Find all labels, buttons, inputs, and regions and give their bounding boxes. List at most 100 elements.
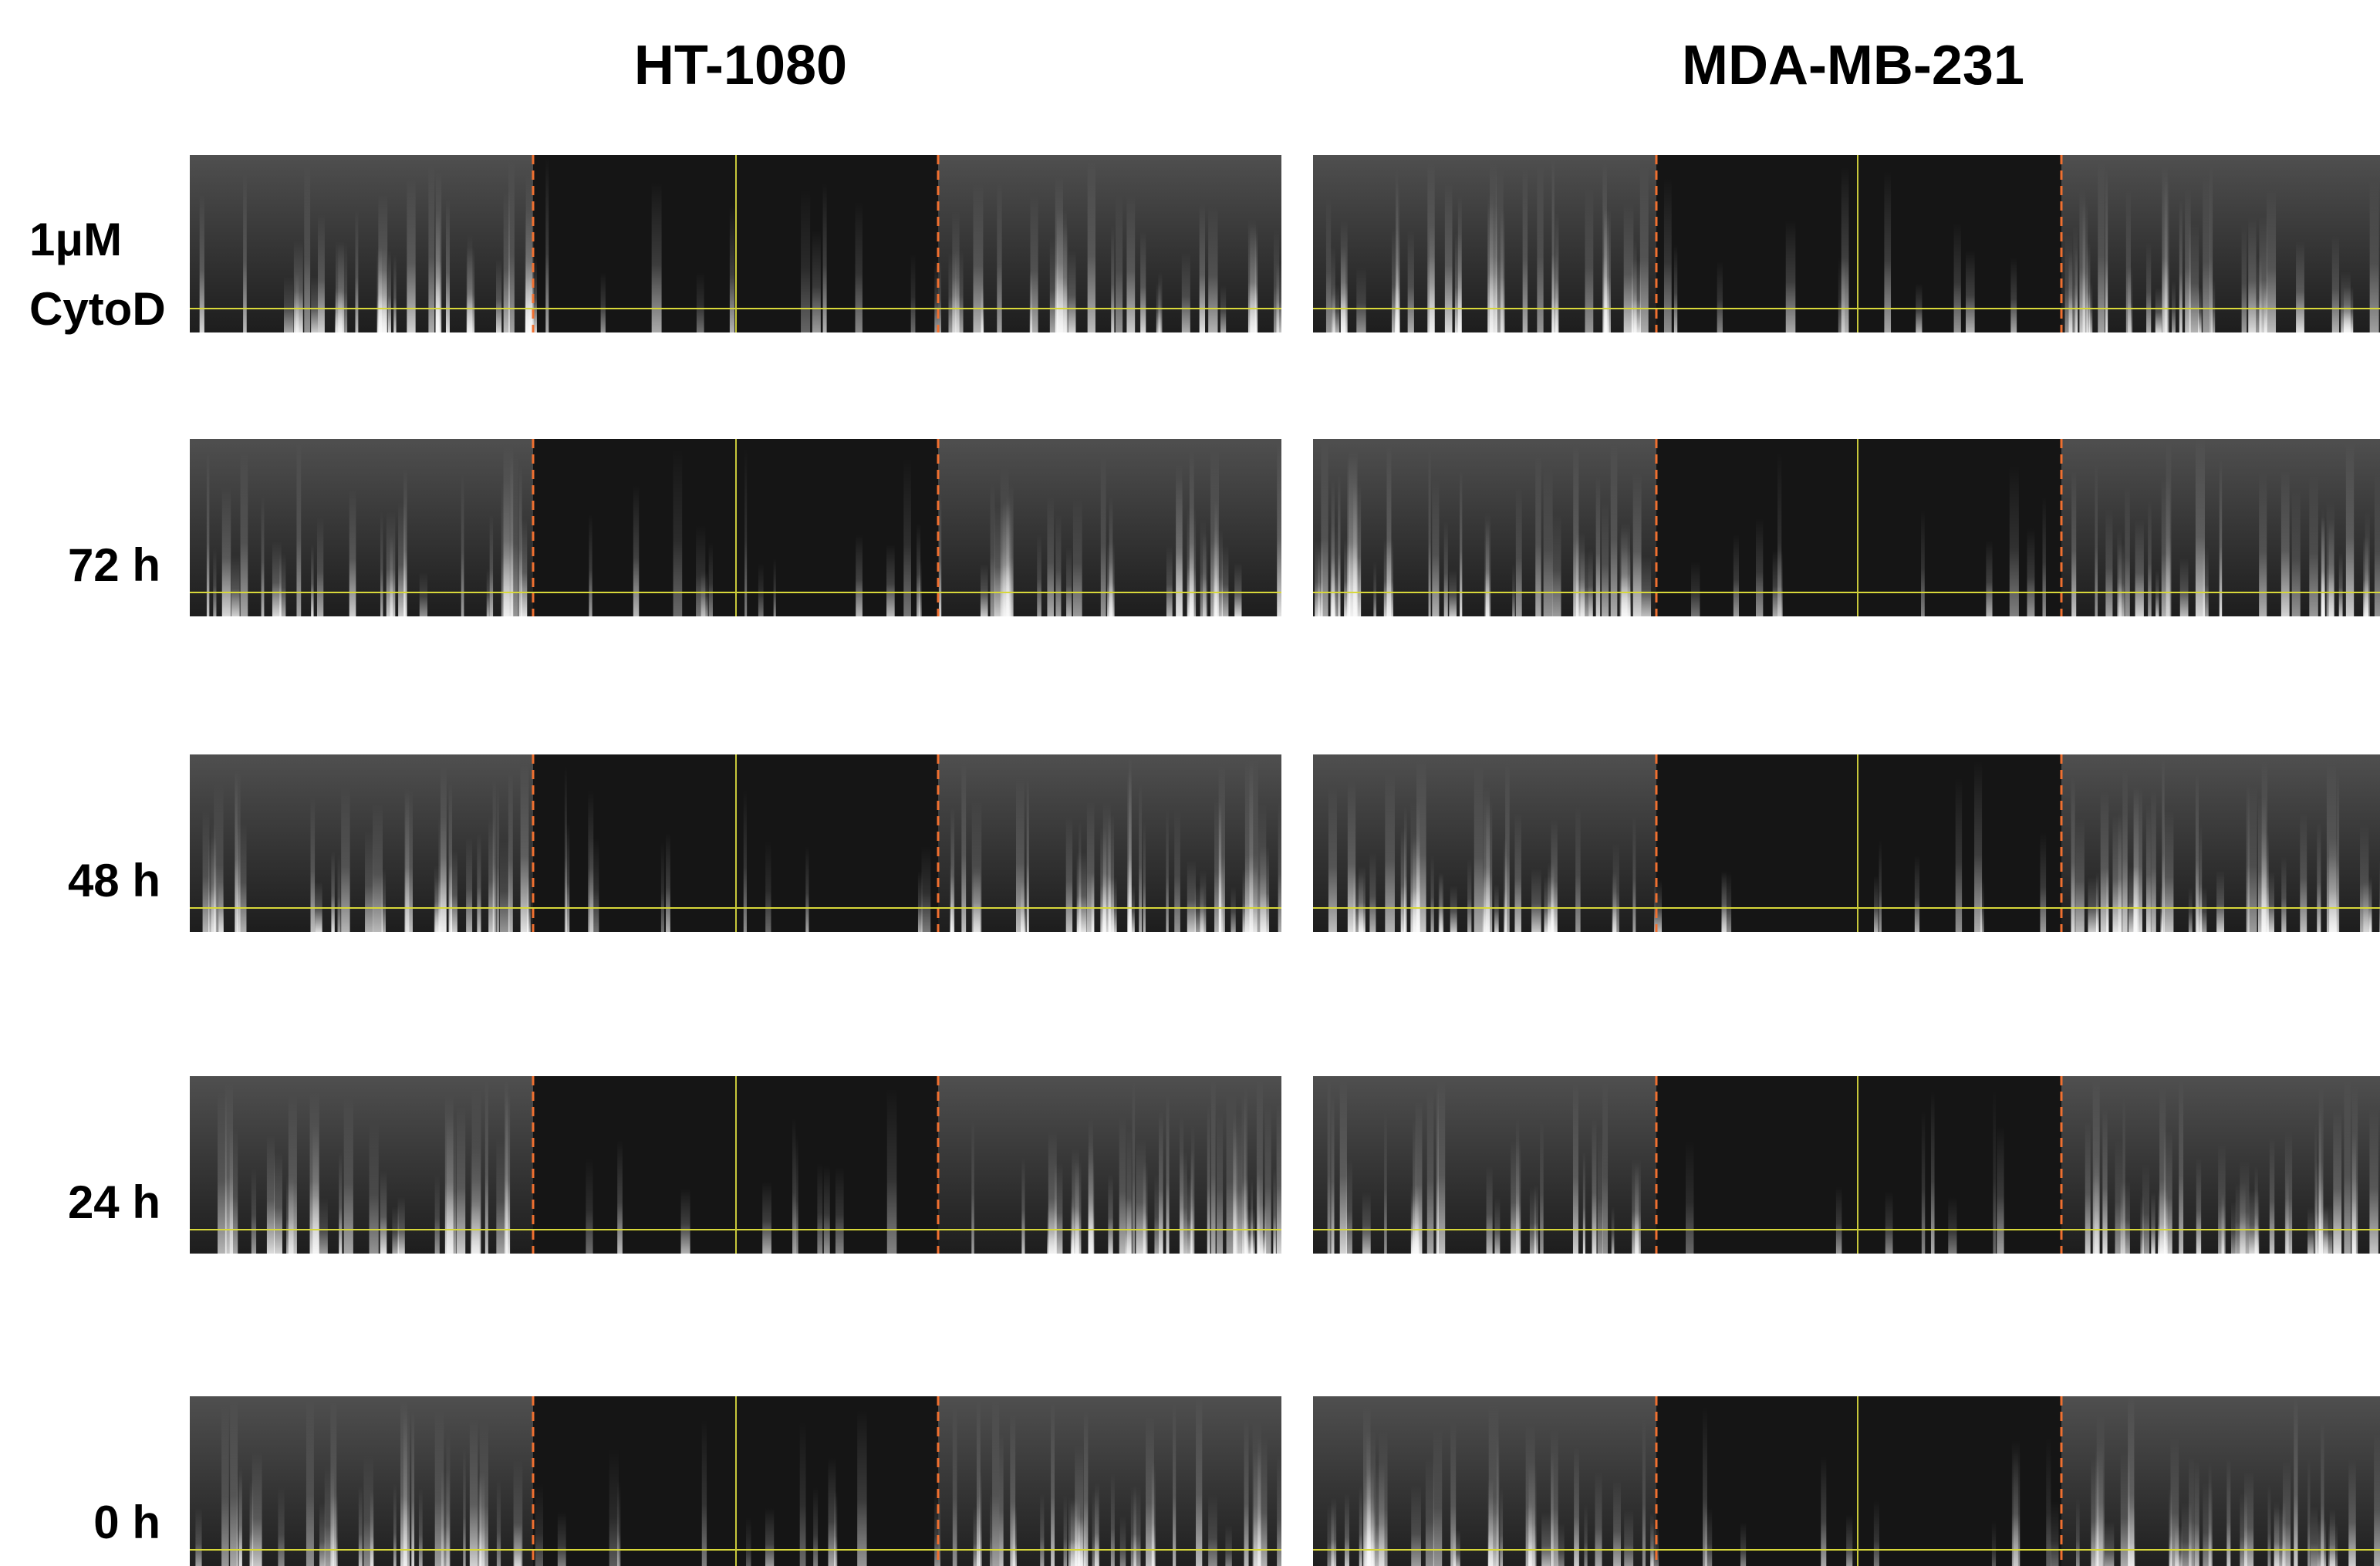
streak bbox=[633, 485, 640, 616]
micrograph-panel bbox=[1313, 1396, 2380, 1566]
haze bbox=[2061, 754, 2380, 932]
streak bbox=[1777, 451, 1782, 616]
streak bbox=[565, 822, 570, 932]
streak bbox=[762, 1181, 771, 1254]
streak bbox=[1673, 245, 1678, 332]
haze bbox=[1313, 439, 1656, 616]
streak bbox=[696, 272, 704, 332]
haze bbox=[938, 1076, 1281, 1254]
row-label: 48 h bbox=[68, 855, 160, 906]
streak bbox=[1704, 1507, 1713, 1566]
streak bbox=[744, 447, 748, 616]
row-label: 1μM bbox=[29, 214, 122, 265]
streak bbox=[828, 1457, 836, 1566]
haze bbox=[938, 754, 1281, 932]
streak bbox=[801, 188, 811, 332]
streak bbox=[743, 789, 747, 932]
streak bbox=[823, 1165, 830, 1254]
streak bbox=[921, 845, 931, 932]
streak bbox=[588, 790, 594, 932]
streak bbox=[2009, 465, 2019, 616]
streak bbox=[765, 1507, 775, 1566]
streak bbox=[855, 201, 863, 332]
streak bbox=[1948, 1196, 1957, 1254]
streak bbox=[857, 1409, 867, 1566]
streak bbox=[1997, 1126, 2004, 1254]
streak bbox=[1953, 222, 1961, 332]
haze bbox=[190, 1396, 533, 1566]
haze bbox=[1313, 155, 1656, 332]
streak bbox=[805, 846, 809, 932]
streak bbox=[792, 1117, 796, 1254]
streak bbox=[1278, 802, 1288, 932]
streak bbox=[1873, 1500, 1879, 1566]
micrograph-panel bbox=[1313, 439, 2380, 616]
streak bbox=[910, 253, 916, 332]
streak bbox=[2010, 257, 2017, 332]
streak bbox=[729, 204, 735, 332]
row-label: 72 h bbox=[68, 539, 160, 591]
haze bbox=[938, 1396, 1281, 1566]
streak bbox=[1755, 518, 1764, 616]
streak bbox=[557, 1511, 566, 1566]
micrograph-panel bbox=[190, 155, 1283, 332]
streak bbox=[1980, 878, 1984, 932]
micrograph-panel bbox=[190, 754, 1288, 932]
streak bbox=[1966, 250, 1975, 332]
streak bbox=[773, 558, 776, 616]
streak bbox=[1654, 879, 1663, 932]
haze bbox=[938, 155, 1281, 332]
streak bbox=[586, 1157, 593, 1254]
streak bbox=[1785, 220, 1796, 332]
haze bbox=[938, 439, 1281, 616]
streak bbox=[1691, 561, 1700, 616]
haze bbox=[2061, 1076, 2380, 1254]
haze bbox=[2061, 155, 2380, 332]
streak bbox=[1722, 872, 1732, 932]
haze bbox=[2061, 439, 2380, 616]
streak bbox=[817, 1163, 823, 1254]
streak bbox=[1991, 1520, 1997, 1566]
streak bbox=[799, 1421, 806, 1566]
column-title: MDA-MB-231 bbox=[1682, 35, 2024, 96]
streak bbox=[813, 1487, 819, 1566]
streak bbox=[651, 182, 662, 332]
streak bbox=[2051, 1500, 2059, 1566]
streak bbox=[1733, 534, 1740, 616]
streak bbox=[1921, 509, 1925, 616]
streak bbox=[1885, 1191, 1893, 1254]
streak bbox=[1841, 167, 1849, 332]
row-label: 24 h bbox=[68, 1176, 160, 1228]
streak bbox=[1740, 1522, 1747, 1566]
streak bbox=[1884, 170, 1892, 332]
micrograph-panel bbox=[1313, 754, 2380, 932]
streak bbox=[708, 542, 713, 616]
streak bbox=[812, 230, 821, 332]
streak bbox=[660, 842, 664, 932]
streak bbox=[918, 559, 922, 616]
streak bbox=[1974, 761, 1983, 932]
streak bbox=[886, 1088, 897, 1254]
streak bbox=[903, 457, 911, 616]
haze bbox=[190, 439, 533, 616]
streak bbox=[1874, 875, 1879, 932]
streak bbox=[600, 272, 606, 332]
streak bbox=[1717, 260, 1723, 332]
streak bbox=[1921, 1109, 1926, 1254]
haze bbox=[1313, 1076, 1656, 1254]
streak bbox=[1703, 1406, 1707, 1566]
row-label: CytoD bbox=[29, 283, 166, 335]
micrograph-panel bbox=[1313, 1076, 2380, 1254]
streak bbox=[680, 1188, 690, 1254]
streak bbox=[1846, 1514, 1853, 1566]
micrograph-panel bbox=[190, 439, 1286, 616]
streak bbox=[609, 1449, 619, 1566]
streak bbox=[822, 183, 827, 332]
streak bbox=[2046, 1437, 2051, 1566]
haze bbox=[1313, 1396, 1656, 1566]
streak bbox=[765, 840, 771, 932]
streak bbox=[589, 837, 599, 932]
column-title: HT-1080 bbox=[634, 35, 847, 96]
